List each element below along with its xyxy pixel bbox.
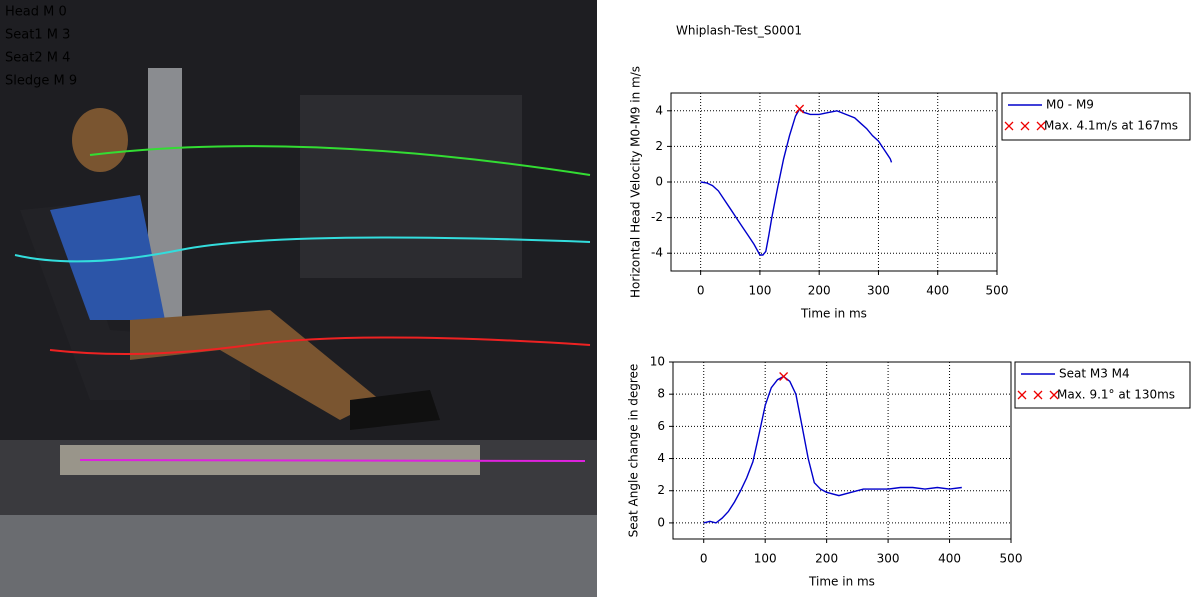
y-tick-label: 2 xyxy=(655,139,663,153)
x-tick-label: 100 xyxy=(748,284,771,298)
overlay-label: Seat2 M 4 xyxy=(5,51,70,66)
max-marker xyxy=(1033,390,1043,400)
x-tick-label: 300 xyxy=(877,552,900,566)
max-marker xyxy=(1020,121,1030,131)
x-tick-label: 0 xyxy=(700,552,708,566)
legend-box xyxy=(1014,361,1191,409)
plot-area xyxy=(672,361,1012,540)
x-tick-label: 500 xyxy=(986,284,1009,298)
data-line xyxy=(703,375,962,524)
y-axis-label: Horizontal Head Velocity M0-M9 in m/s xyxy=(629,66,643,298)
max-marker xyxy=(795,104,805,114)
y-axis-label: Seat Angle change in degree xyxy=(627,364,641,538)
legend-box xyxy=(1001,92,1191,141)
max-marker xyxy=(1049,390,1059,400)
overlay-label: Seat1 M 3 xyxy=(5,28,70,43)
x-axis-label: Time in ms xyxy=(808,575,875,589)
x-tick-label: 100 xyxy=(754,552,777,566)
y-tick-label: 0 xyxy=(657,515,665,529)
legend-label: Max. 4.1m/s at 167ms xyxy=(1044,119,1178,133)
x-tick-label: 400 xyxy=(938,552,961,566)
x-tick-label: 200 xyxy=(808,284,831,298)
y-tick-label: -2 xyxy=(651,210,663,224)
y-tick-label: 2 xyxy=(657,483,665,497)
data-line xyxy=(700,107,893,256)
overlay-label: Head M 0 xyxy=(5,5,67,20)
y-tick-label: 4 xyxy=(657,451,665,465)
x-tick-label: 500 xyxy=(1000,552,1023,566)
photo xyxy=(0,0,597,597)
y-tick-label: -4 xyxy=(651,246,663,260)
x-tick-label: 400 xyxy=(926,284,949,298)
max-marker xyxy=(779,372,789,381)
max-marker xyxy=(1004,121,1014,131)
y-tick-label: 8 xyxy=(657,387,665,401)
max-marker xyxy=(1017,390,1027,400)
x-tick-label: 300 xyxy=(867,284,890,298)
y-tick-label: 4 xyxy=(655,103,663,117)
max-marker xyxy=(1036,121,1046,131)
y-tick-label: 0 xyxy=(655,175,663,189)
y-tick-label: 6 xyxy=(657,419,665,433)
y-tick-label: 10 xyxy=(650,355,665,369)
legend-label: Seat M3 M4 xyxy=(1059,367,1130,381)
x-tick-label: 0 xyxy=(697,284,705,298)
legend-label: M0 - M9 xyxy=(1046,98,1094,112)
x-axis-label: Time in ms xyxy=(800,307,867,321)
x-tick-label: 200 xyxy=(815,552,838,566)
legend-label: Max. 9.1° at 130ms xyxy=(1057,388,1175,402)
chart-title: Whiplash-Test_S0001 xyxy=(676,24,802,38)
overlay-label: Sledge M 9 xyxy=(5,74,77,89)
